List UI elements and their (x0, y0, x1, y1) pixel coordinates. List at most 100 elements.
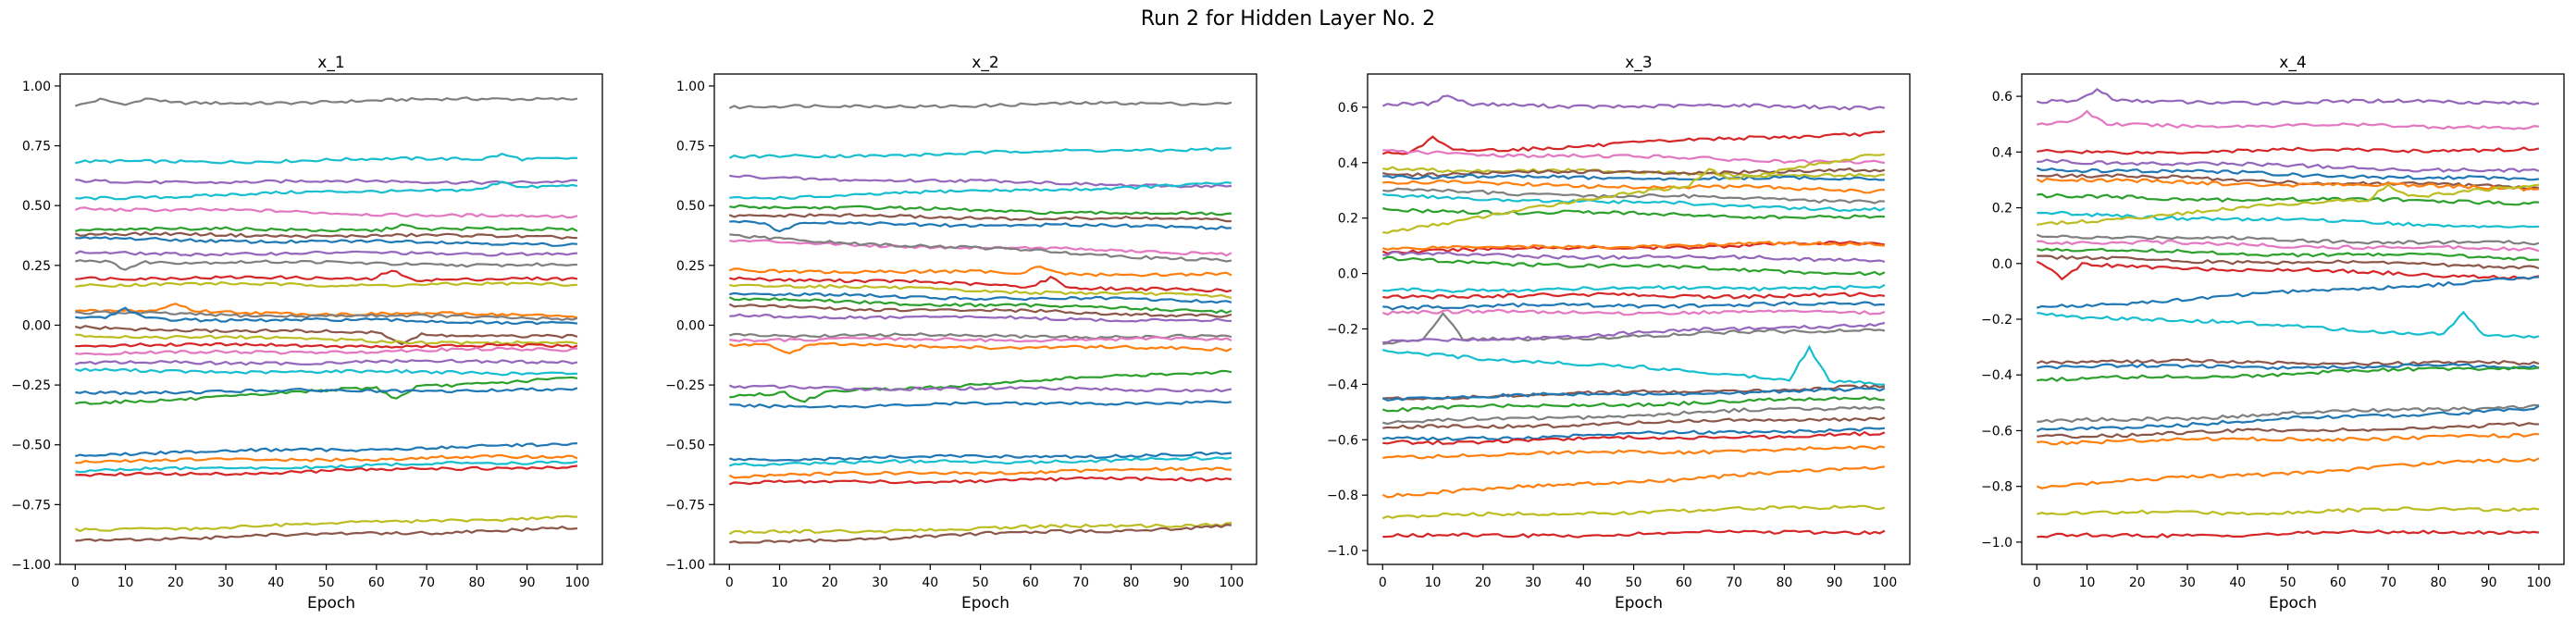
series-line (75, 280, 577, 288)
x-tick-label: 20 (2129, 576, 2146, 590)
series-line (2036, 357, 2540, 366)
series-line (2037, 239, 2540, 253)
series-line (1382, 384, 1886, 401)
y-tick-label: 0.00 (676, 318, 705, 333)
axes-frame (2021, 73, 2565, 565)
series-line (2036, 88, 2540, 106)
y-tick-label: −0.4 (1327, 378, 1358, 392)
x-tick-label: 100 (2527, 576, 2552, 590)
series-line (728, 451, 1232, 462)
y-tick-label: −0.25 (11, 378, 51, 393)
series-line (75, 333, 578, 345)
series-line (2036, 177, 2539, 192)
series-line (1382, 344, 1885, 386)
series-line (2036, 167, 2540, 181)
series-line (2037, 109, 2539, 130)
x-tick-label: 30 (1525, 576, 1542, 590)
x-tick-label: 100 (1873, 576, 1898, 590)
y-tick-label: −0.75 (665, 498, 705, 513)
series-line (2037, 210, 2539, 229)
series-line (1382, 206, 1885, 220)
series-line (729, 219, 1232, 233)
series-line (1382, 427, 1886, 441)
series-line (75, 152, 577, 165)
y-tick-label: 0.50 (22, 199, 51, 214)
series-line (729, 336, 1232, 343)
series-line (2037, 247, 2539, 262)
series-line (728, 522, 1232, 536)
series-line (728, 476, 1232, 486)
x-tick-label: 50 (1626, 576, 1642, 590)
series-line (2037, 403, 2539, 424)
series-line (729, 233, 1232, 263)
series-line (1382, 148, 1886, 165)
y-tick-label: 0.50 (676, 199, 705, 214)
series-line (729, 400, 1232, 409)
series-line (2037, 432, 2539, 446)
series-line (2037, 173, 2539, 191)
series-line (75, 460, 578, 474)
series-line (75, 346, 577, 356)
x-tick-label: 60 (368, 576, 385, 590)
series-line (1382, 192, 1886, 213)
axes-frame (1367, 73, 1911, 565)
x-tick-label: 0 (2033, 576, 2041, 590)
series-line (74, 442, 577, 458)
x-tick-label: 80 (468, 576, 485, 590)
y-tick-label: −0.4 (1981, 368, 2012, 383)
subplot-title: x_3 (1625, 54, 1652, 72)
y-tick-label: −1.0 (1981, 536, 2012, 551)
y-tick-label: −0.8 (1327, 489, 1358, 503)
series-line (74, 230, 577, 241)
series-line (728, 296, 1232, 315)
x-tick-label: 30 (872, 576, 888, 590)
series-line (1382, 187, 1885, 204)
series-line (729, 275, 1232, 293)
axes-frame (713, 73, 1257, 565)
series-line (1382, 529, 1886, 539)
x-tick-label: 90 (1827, 576, 1843, 590)
x-tick-label: 10 (1425, 576, 1442, 590)
series-line (75, 464, 578, 477)
y-tick-label: 0.6 (1992, 90, 2012, 105)
series-line (1381, 94, 1886, 111)
series-line (75, 453, 578, 464)
x-tick-label: 80 (1776, 576, 1792, 590)
series-line (2036, 260, 2540, 281)
x-tick-label: 60 (1676, 576, 1692, 590)
series-line (1381, 386, 1886, 402)
series-line (75, 223, 578, 233)
y-tick-label: 0.75 (676, 140, 705, 155)
series-line (74, 206, 578, 219)
series-line (75, 180, 578, 201)
series-line (74, 514, 577, 533)
series-line (1381, 396, 1885, 413)
subplot-x_3: 0 10 20 30 40 50 60 70 80 90 100 0.6 0.4 0.2 0.0 −0.2 −0… (1327, 54, 1911, 613)
y-tick-label: −0.75 (11, 498, 51, 513)
series-line (2037, 183, 2540, 226)
y-tick-label: −0.50 (11, 439, 51, 453)
series-line (729, 180, 1232, 201)
y-tick-label: −0.6 (1981, 424, 2012, 439)
y-tick-label: 0.00 (22, 318, 51, 333)
y-tick-label: −0.2 (1981, 313, 2012, 328)
series-line (729, 523, 1232, 544)
x-tick-label: 100 (565, 576, 590, 590)
series-line (2037, 254, 2540, 270)
series-line (75, 310, 578, 322)
series-line (728, 303, 1232, 318)
x-tick-label: 50 (318, 576, 335, 590)
x-tick-label: 70 (1072, 576, 1089, 590)
y-tick-label: 0.75 (22, 140, 51, 155)
series-line (729, 291, 1232, 304)
series-line (1382, 251, 1886, 264)
series-line (728, 213, 1232, 223)
x-tick-label: 10 (772, 576, 788, 590)
series-line (74, 96, 578, 107)
series-line (1382, 321, 1886, 344)
y-tick-label: 0.2 (1992, 202, 2012, 217)
y-tick-label: −0.8 (1981, 480, 2012, 495)
series-line (75, 259, 577, 271)
